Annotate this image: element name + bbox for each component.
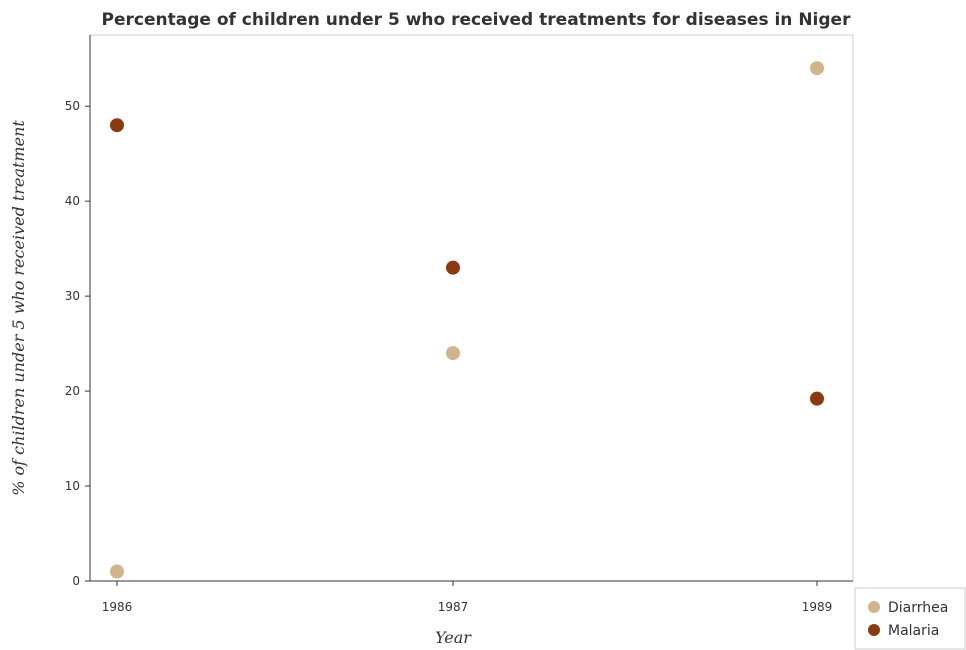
y-tick-label: 40 xyxy=(65,194,80,208)
x-tick-label: 1986 xyxy=(102,600,133,614)
data-point-malaria-1986 xyxy=(110,118,124,133)
data-point-malaria-1987 xyxy=(446,260,460,275)
x-axis-ticks: 1986 1987 1989 xyxy=(102,581,833,614)
y-axis-ticks: 0 10 20 30 40 50 xyxy=(65,99,90,588)
y-tick-label: 50 xyxy=(65,99,80,113)
legend-label-diarrhea: Diarrhea xyxy=(888,600,948,616)
y-tick-label: 10 xyxy=(65,479,80,493)
x-tick-label: 1987 xyxy=(438,600,469,614)
y-tick-label: 0 xyxy=(72,574,80,588)
y-tick-label: 20 xyxy=(65,384,80,398)
data-point-malaria-1989 xyxy=(810,391,824,406)
legend-box xyxy=(854,587,966,650)
data-point-diarrhea-1989 xyxy=(810,61,824,76)
legend: Diarrhea Malaria xyxy=(854,587,966,650)
legend-label-malaria: Malaria xyxy=(888,623,939,639)
data-point-diarrhea-1986 xyxy=(110,564,124,579)
plot-area xyxy=(89,34,854,582)
x-tick-label: 1989 xyxy=(802,600,833,614)
data-points xyxy=(110,61,824,579)
legend-marker-diarrhea xyxy=(868,601,880,613)
data-point-diarrhea-1987 xyxy=(446,346,460,361)
y-tick-label: 30 xyxy=(65,289,80,303)
y-axis-label: % of children under 5 who received treat… xyxy=(9,120,28,496)
x-axis-label: Year xyxy=(435,628,472,647)
legend-marker-malaria xyxy=(868,624,880,636)
chart-title: Percentage of children under 5 who recei… xyxy=(102,10,852,30)
